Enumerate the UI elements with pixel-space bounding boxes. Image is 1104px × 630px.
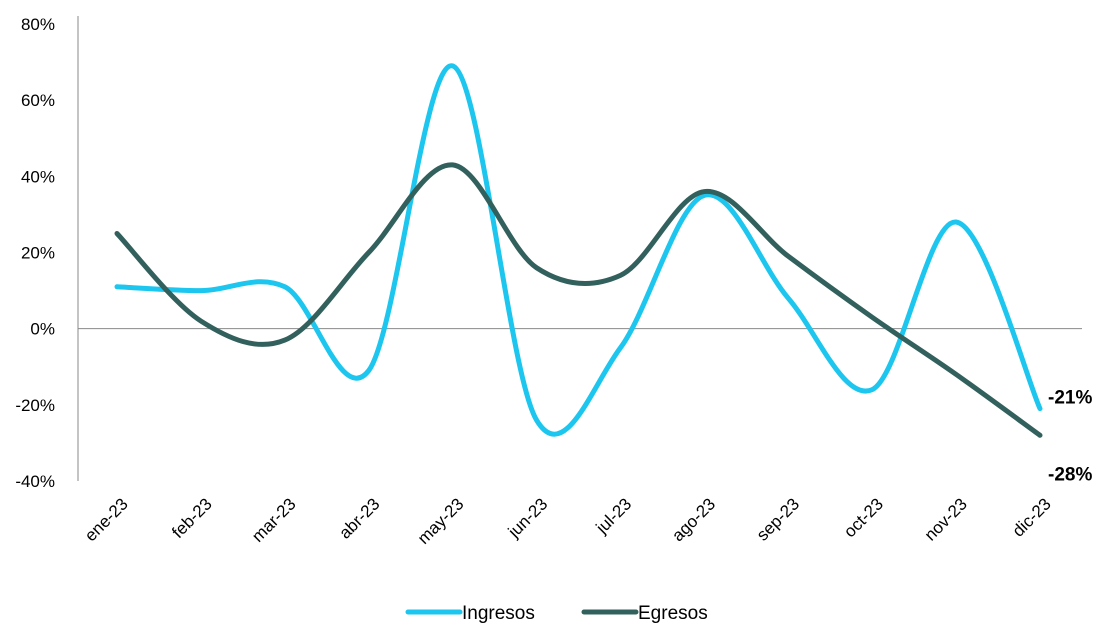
series-line-ingresos [114,63,1043,437]
legend-label-egresos: Egresos [638,603,708,624]
legend: Ingresos Egresos [405,603,708,624]
x-tick-label: mar-23 [248,494,300,546]
x-tick-label: jun-23 [504,494,552,542]
legend-label-ingresos: Ingresos [462,603,535,624]
y-tick-label: 20% [21,244,55,263]
x-tick-label: feb-23 [168,494,216,542]
y-tick-label: 40% [21,167,55,186]
y-tick-label: -20% [15,396,55,415]
x-tick-label: sep-23 [753,494,803,544]
series-line-egresos [114,162,1043,438]
x-tick-label: ago-23 [668,494,719,545]
series-lines [114,63,1043,438]
x-tick-label: jul-23 [592,494,636,538]
x-tick-label: abr-23 [335,494,383,542]
x-tick-label: oct-23 [840,494,887,541]
x-tick-label: dic-23 [1009,494,1055,540]
end-label-ingresos: -21% [1048,388,1092,409]
y-tick-label: -40% [15,472,55,491]
y-tick-label: 0% [30,320,55,339]
x-tick-label: nov-23 [921,494,971,544]
x-tick-label: may-23 [414,494,468,548]
y-tick-label: 60% [21,91,55,110]
end-labels: -21% -28% [1048,388,1092,486]
x-tick-label: ene-23 [81,494,132,545]
end-label-egresos: -28% [1048,464,1092,485]
y-tick-label: 80% [21,15,55,34]
